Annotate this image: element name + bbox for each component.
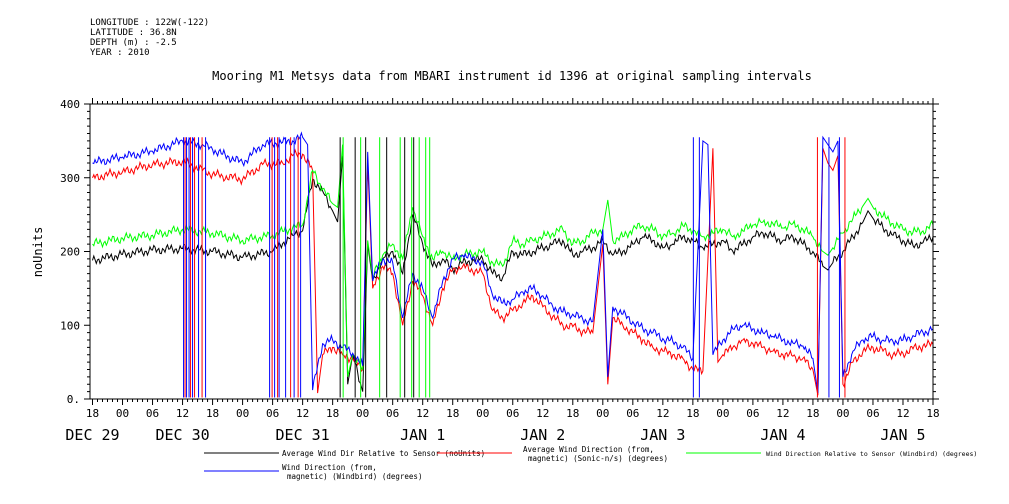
- x-day-label: JAN 1: [400, 426, 445, 444]
- x-tick-label: 00: [236, 407, 249, 420]
- series-line-3: [92, 144, 934, 378]
- legend: Average Wind Dir Relative to Sensor (noU…: [204, 445, 977, 481]
- spike-layer: [183, 137, 846, 398]
- series-layer: [92, 131, 934, 396]
- x-tick-label: 06: [266, 407, 279, 420]
- x-tick-label: 06: [146, 407, 159, 420]
- x-tick-label: 00: [596, 407, 609, 420]
- x-day-label: JAN 5: [880, 426, 925, 444]
- x-tick-label: 18: [326, 407, 339, 420]
- x-tick-label: 12: [296, 407, 309, 420]
- series-line-1: [92, 155, 934, 392]
- x-day-label: JAN 4: [760, 426, 805, 444]
- longitude-label: LONGITUDE : 122W(-122): [90, 18, 210, 28]
- x-day-label: DEC 31: [276, 426, 330, 444]
- legend-label-3: Wind Direction Relative to Sensor (Windb…: [766, 450, 977, 458]
- chart-title: Mooring M1 Metsys data from MBARI instru…: [212, 69, 812, 83]
- x-tick-label: 00: [716, 407, 729, 420]
- x-tick-label: 18: [86, 407, 99, 420]
- x-tick-label: 12: [416, 407, 429, 420]
- x-tick-label: 12: [896, 407, 909, 420]
- x-tick-label: 00: [116, 407, 129, 420]
- series-line-2: [92, 148, 934, 396]
- x-tick-label: 06: [866, 407, 879, 420]
- x-tick-label: 12: [656, 407, 669, 420]
- x-tick-label: 06: [626, 407, 639, 420]
- depth-label: DEPTH (m) : -2.5: [90, 38, 177, 48]
- x-tick-label: 00: [476, 407, 489, 420]
- y-tick-label: 300: [60, 172, 80, 185]
- x-tick-label: 12: [536, 407, 549, 420]
- legend-label-4: Wind Direction (from,: [282, 463, 377, 472]
- axis-layer: 0. 100 200 300 400 18 00 06 12 18 00 06 12 18 00 06 12 18…: [60, 98, 940, 444]
- x-tick-label: 00: [356, 407, 369, 420]
- x-tick-label: 18: [566, 407, 579, 420]
- legend-label-2: Average Wind Direction (from,: [523, 445, 654, 454]
- x-tick-label: 06: [386, 407, 399, 420]
- legend-label-1: Average Wind Dir Relative to Sensor (noU…: [282, 449, 485, 458]
- year-label: YEAR : 2010: [90, 48, 150, 58]
- x-tick-label: 06: [506, 407, 519, 420]
- x-tick-label: 18: [206, 407, 219, 420]
- x-tick-label: 06: [746, 407, 759, 420]
- latitude-label: LATITUDE : 36.8N: [90, 28, 177, 38]
- x-tick-label: 12: [176, 407, 189, 420]
- x-tick-label: 12: [776, 407, 789, 420]
- legend-label-2-line2: magnetic) (Sonic-n/s) (degrees): [528, 454, 668, 463]
- y-tick-label: 400: [60, 98, 80, 111]
- x-tick-label: 00: [836, 407, 849, 420]
- series-line-4: [92, 131, 934, 394]
- x-tick-label: 18: [686, 407, 699, 420]
- x-day-label: JAN 3: [640, 426, 685, 444]
- x-tick-label: 18: [446, 407, 459, 420]
- x-tick-label: 18: [806, 407, 819, 420]
- y-axis-label: noUnits: [31, 227, 45, 278]
- y-tick-label: 200: [60, 246, 80, 259]
- x-tick-label: 18: [926, 407, 939, 420]
- x-day-label: JAN 2: [520, 426, 565, 444]
- y-tick-label: 100: [60, 319, 80, 332]
- x-day-label: DEC 30: [155, 426, 209, 444]
- metadata-block: LONGITUDE : 122W(-122) LATITUDE : 36.8N …: [90, 18, 209, 58]
- y-tick-label: 0.: [67, 393, 80, 406]
- legend-label-4-line2: magnetic) (Windbird) (degrees): [287, 472, 422, 481]
- x-day-label: DEC 29: [65, 426, 119, 444]
